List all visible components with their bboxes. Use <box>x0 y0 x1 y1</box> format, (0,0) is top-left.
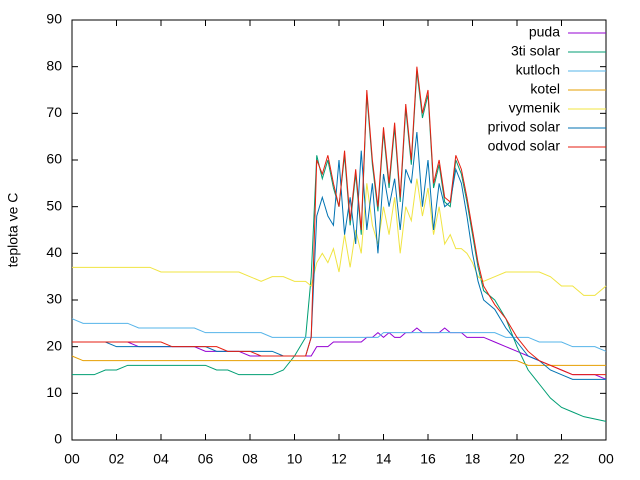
x-tick-label: 20 <box>509 451 525 467</box>
x-tick-label: 00 <box>64 451 80 467</box>
y-tick-label: 0 <box>54 431 62 447</box>
x-tick-label: 02 <box>109 451 125 467</box>
y-axis-label: teplota ve C <box>5 193 21 268</box>
y-tick-label: 50 <box>46 197 62 213</box>
x-tick-label: 18 <box>465 451 481 467</box>
x-tick-label: 12 <box>331 451 347 467</box>
x-tick-label: 22 <box>554 451 570 467</box>
series-line <box>71 355 606 366</box>
x-tick-label: 00 <box>598 451 614 467</box>
y-tick-label: 70 <box>46 104 62 120</box>
y-tick-label: 60 <box>46 151 62 167</box>
legend-label: odvod solar <box>488 138 561 154</box>
plot-border <box>71 19 607 441</box>
y-tick-label: 20 <box>46 337 62 353</box>
y-tick-label: 40 <box>46 244 62 260</box>
y-tick-label: 10 <box>46 384 62 400</box>
series-line <box>72 66 606 376</box>
x-tick-label: 16 <box>420 451 436 467</box>
x-tick-label: 14 <box>376 451 392 467</box>
y-tick-label: 90 <box>46 11 62 27</box>
legend-label: vymenik <box>509 100 561 116</box>
x-tick-label: 10 <box>287 451 303 467</box>
x-tick-label: 04 <box>153 451 169 467</box>
y-tick-label: 80 <box>46 57 62 73</box>
legend-label: kotel <box>530 81 560 97</box>
y-tick-label: 30 <box>46 291 62 307</box>
x-tick-label: 06 <box>198 451 214 467</box>
series-line <box>72 178 607 296</box>
legend-label: privod solar <box>488 119 561 135</box>
legend-label: puda <box>529 24 560 40</box>
x-tick-label: 08 <box>242 451 258 467</box>
legend-label: kutloch <box>516 62 560 78</box>
series-line <box>71 318 607 352</box>
legend-label: 3ti solar <box>511 43 560 59</box>
